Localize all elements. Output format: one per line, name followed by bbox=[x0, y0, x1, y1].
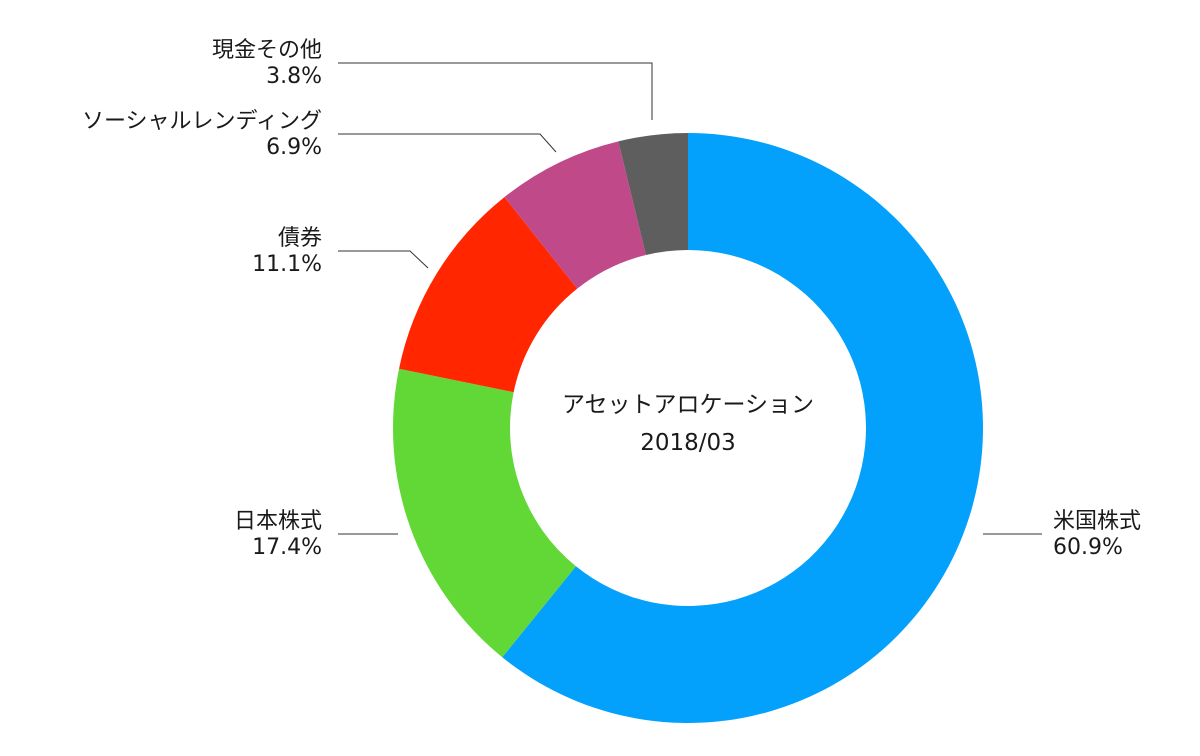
donut-slice bbox=[618, 133, 688, 256]
leader-line bbox=[338, 133, 557, 153]
donut-slice bbox=[502, 133, 983, 724]
slice-category-label: 現金その他 bbox=[212, 38, 322, 63]
center-title: アセットアロケーション bbox=[562, 392, 814, 418]
slice-category-label: ソーシャルレンディング bbox=[82, 109, 322, 134]
donut-slice bbox=[504, 141, 646, 289]
slice-value-label: 17.4% bbox=[252, 535, 322, 560]
slice-value-label: 6.9% bbox=[266, 135, 322, 160]
donut-slices bbox=[393, 133, 983, 724]
slice-category-label: 日本株式 bbox=[234, 509, 322, 534]
leader-lines bbox=[338, 62, 1042, 535]
donut-slice bbox=[399, 197, 578, 393]
slice-value-label: 3.8% bbox=[266, 64, 322, 89]
leader-line bbox=[338, 62, 653, 120]
slice-value-label: 11.1% bbox=[252, 252, 322, 277]
leader-line bbox=[338, 250, 429, 269]
center-subtitle: 2018/03 bbox=[640, 430, 736, 456]
donut-slice bbox=[393, 368, 576, 658]
slice-category-label: 米国株式 bbox=[1053, 509, 1141, 534]
slice-value-label: 60.9% bbox=[1053, 535, 1123, 560]
slice-category-label: 債券 bbox=[278, 226, 322, 251]
